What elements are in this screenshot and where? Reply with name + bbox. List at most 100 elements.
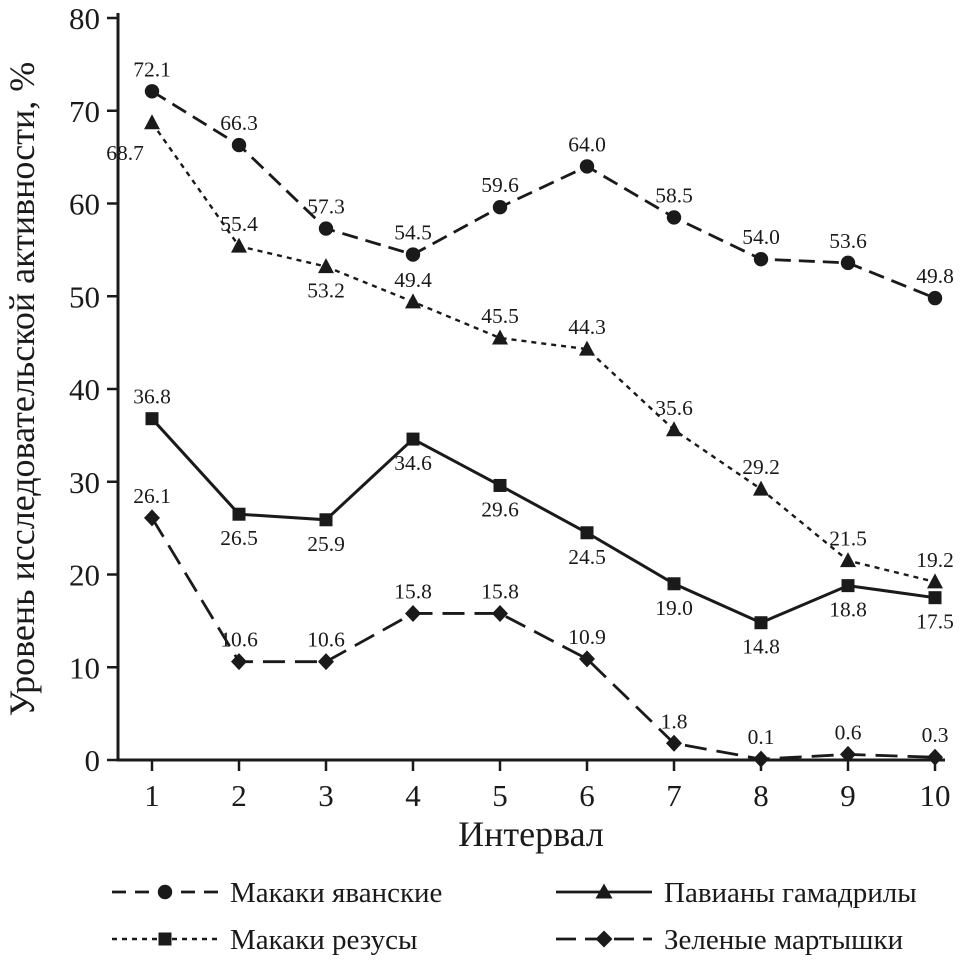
diamond-marker-icon [144,509,160,527]
square-marker-icon [158,932,172,946]
point-label: 14.8 [742,635,780,659]
x-tick-label: 8 [753,778,769,813]
circle-marker-icon [318,221,334,236]
point-label: 0.3 [922,723,949,747]
legend-label-rhesus-macaques: Макаки резусы [230,924,417,956]
point-label: 25.9 [307,532,345,556]
diamond-marker-icon [405,604,421,622]
legend: Макаки яванские Павианы гамадрилы Макаки… [112,877,917,956]
triangle-marker-icon [595,883,613,899]
point-label: 35.6 [655,396,693,420]
point-label: 10.6 [307,628,345,652]
x-axis-title: Интервал [458,814,604,854]
point-label: 68.7 [106,141,144,165]
y-tick-label: 20 [69,558,100,593]
point-label: 66.3 [220,111,258,135]
point-label: 26.1 [133,484,171,508]
point-label: 55.4 [220,212,258,236]
x-tick-label: 7 [666,778,682,813]
circle-marker-icon [579,159,595,174]
triangle-marker-icon [144,114,160,130]
triangle-marker-icon [666,421,682,437]
circle-marker-icon [666,210,682,225]
series-line-1 [151,122,936,584]
square-marker-icon [145,412,159,426]
triangle-marker-icon [318,258,334,274]
point-label: 21.5 [829,527,867,551]
diamond-marker-icon [318,653,334,671]
y-tick-label: 40 [69,372,100,407]
x-tick-label: 10 [920,778,951,813]
circle-marker-icon [840,255,856,271]
y-tick-label: 50 [69,279,100,314]
point-label: 24.5 [568,545,606,569]
point-label: 1.8 [661,709,688,733]
y-tick-label: 10 [69,650,100,685]
point-label: 10.6 [220,628,258,652]
x-tick-label: 9 [840,778,856,813]
y-tick-label: 70 [69,94,100,129]
diamond-marker-icon [753,750,769,768]
diamond-marker-icon [595,930,613,948]
y-tick-label: 30 [69,465,100,500]
point-label: 44.3 [568,315,606,339]
point-label: 34.6 [394,451,432,475]
triangle-marker-icon [231,237,247,253]
triangle-marker-icon [579,340,595,356]
x-tick-label: 6 [579,778,595,813]
point-label: 49.8 [916,264,954,288]
circle-marker-icon [927,290,943,306]
legend-label-hamadryas-baboons: Павианы гамадрилы [664,877,917,909]
circle-marker-icon [492,200,508,215]
point-label: 0.6 [835,720,862,744]
point-label: 54.0 [742,225,780,249]
square-marker-icon [841,579,855,593]
plot-area: 0 10 20 30 40 50 60 70 80 1 2 3 4 5 6 7 8 9 10 72.1 66.3 57.3… [69,1,954,813]
point-label: 57.3 [307,195,345,219]
point-label: 18.8 [829,598,867,622]
legend-label-javanese-macaques: Макаки яванские [230,877,442,909]
diamond-marker-icon [840,745,856,763]
square-marker-icon [406,432,420,446]
diamond-marker-icon [492,604,508,622]
y-axis-title: Уровень исследовательской активности, % [2,62,42,716]
diamond-marker-icon [579,650,595,668]
point-label: 19.0 [655,596,693,620]
square-marker-icon [667,577,681,591]
point-label: 59.6 [481,173,519,197]
triangle-marker-icon [405,293,421,309]
point-label: 17.5 [916,610,954,634]
y-tick-label: 60 [69,187,100,222]
point-label: 29.2 [742,455,780,479]
point-label: 58.5 [655,183,693,207]
point-label: 10.9 [568,625,606,649]
square-marker-icon [928,591,942,605]
x-tick-label: 3 [318,778,334,813]
point-label: 53.6 [829,229,867,253]
point-label: 49.4 [394,268,432,292]
diamond-marker-icon [666,734,682,752]
series-line-2 [150,417,936,625]
diamond-marker-icon [231,653,247,671]
x-tick-label: 5 [492,778,508,813]
point-label: 15.8 [481,579,519,603]
point-label: 64.0 [568,132,606,156]
point-label: 54.5 [394,221,432,245]
x-tick-label: 4 [405,778,421,813]
circle-marker-icon [231,137,247,153]
point-label: 15.8 [394,579,432,603]
diamond-marker-icon [927,748,943,766]
triangle-marker-icon [840,552,856,568]
point-label: 29.6 [481,497,519,521]
x-tick-label: 2 [231,778,247,813]
y-tick-label: 80 [69,1,100,36]
triangle-marker-icon [492,329,508,345]
square-marker-icon [580,526,594,540]
series-line-0 [151,90,936,300]
triangle-marker-icon [927,573,943,589]
triangle-marker-icon [753,480,769,496]
series-line-3 [150,517,936,761]
circle-marker-icon [157,884,173,900]
